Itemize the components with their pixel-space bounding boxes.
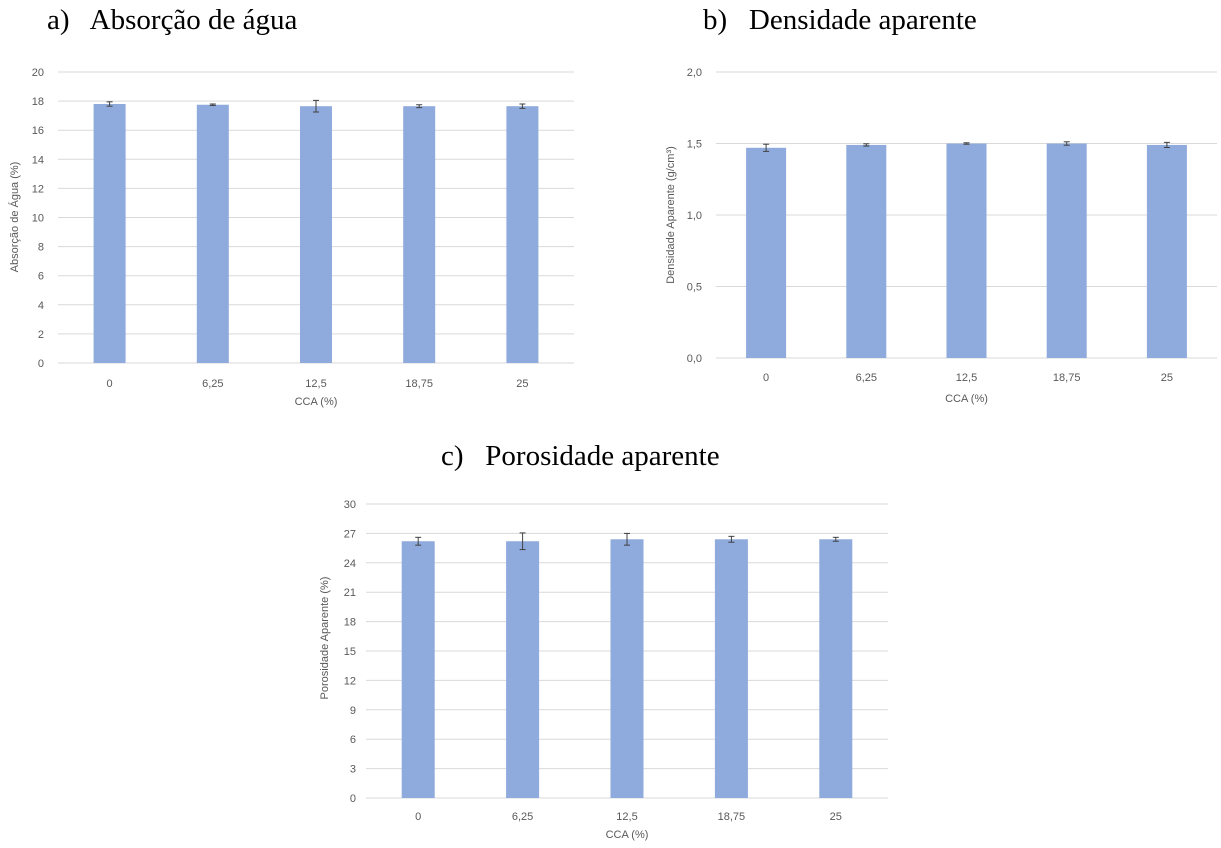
x-tick-label: 25 — [1161, 372, 1173, 384]
x-tick-label: 0 — [107, 378, 113, 390]
absorcao-chart: 0 2 4 6 8 10 12 14 16 18 20 0 6,25 12,5 18,75 25 CCA (%)… — [8, 67, 574, 408]
bar — [300, 106, 332, 363]
x-axis-label: CCA (%) — [606, 829, 649, 841]
y-axis-label: Porosidade Aparente (%) — [319, 577, 331, 700]
y-tick-label: 16 — [32, 125, 44, 137]
y-tick-label: 4 — [38, 300, 44, 312]
y-tick-label: 15 — [344, 646, 356, 658]
y-tick-label: 30 — [344, 499, 356, 511]
bar — [93, 104, 126, 363]
x-tick-label: 0 — [415, 811, 421, 823]
y-tick-label: 0 — [38, 358, 44, 370]
y-tick-label: 1,5 — [687, 139, 702, 151]
y-tick-label: 27 — [344, 528, 356, 540]
x-tick-label: 12,5 — [616, 811, 637, 823]
y-tick-label: 3 — [350, 764, 356, 776]
x-tick-label: 25 — [516, 378, 528, 390]
bar — [714, 539, 748, 798]
porosidade-chart: 0 3 6 9 12 15 18 21 24 27 30 0 6,25 12,5 18,75 25 CCA (%… — [319, 499, 888, 841]
y-tick-label: 24 — [344, 558, 356, 570]
x-axis-label: CCA (%) — [945, 393, 988, 405]
bar — [946, 143, 987, 358]
bar — [819, 539, 853, 798]
bar — [1146, 144, 1187, 358]
y-tick-label: 0 — [350, 793, 356, 805]
bar — [401, 541, 435, 798]
y-tick-label: 0,5 — [687, 282, 702, 294]
panel-b-title: b) Densidade aparente — [703, 4, 977, 36]
x-tick-label: 25 — [830, 811, 842, 823]
y-tick-label: 10 — [32, 213, 44, 225]
y-tick-label: 21 — [344, 587, 356, 599]
bar — [506, 541, 540, 798]
bar — [506, 106, 539, 363]
densidade-chart: 0,0 0,5 1,0 1,5 2,0 0 6,25 12,5 18,75 25 CCA (%) De… — [665, 67, 1217, 405]
bar — [403, 106, 436, 363]
bar — [610, 539, 644, 798]
y-tick-label: 12 — [32, 183, 44, 195]
panel-a-title: a) Absorção de água — [47, 4, 298, 36]
x-tick-label: 0 — [763, 372, 769, 384]
y-axis-label: Densidade Aparente (g/cm³) — [665, 146, 677, 284]
x-tick-label: 6,25 — [512, 811, 533, 823]
y-tick-label: 8 — [38, 242, 44, 254]
y-tick-label: 0,0 — [687, 353, 702, 365]
x-tick-label: 6,25 — [856, 372, 877, 384]
y-tick-label: 18 — [32, 96, 44, 108]
panel-c-title: c) Porosidade aparente — [441, 440, 720, 472]
y-tick-label: 14 — [32, 154, 44, 166]
y-tick-label: 20 — [32, 67, 44, 79]
bar — [746, 147, 787, 358]
y-tick-label: 9 — [350, 705, 356, 717]
x-axis-label: CCA (%) — [295, 396, 338, 408]
bar — [846, 144, 887, 358]
y-tick-label: 1,0 — [687, 210, 702, 222]
y-tick-label: 6 — [38, 271, 44, 283]
y-tick-label: 2 — [38, 329, 44, 341]
x-tick-label: 18,75 — [718, 811, 746, 823]
x-tick-label: 6,25 — [202, 378, 223, 390]
x-tick-label: 18,75 — [405, 378, 433, 390]
x-tick-label: 12,5 — [956, 372, 977, 384]
x-tick-label: 18,75 — [1053, 372, 1081, 384]
y-tick-label: 18 — [344, 617, 356, 629]
bar — [196, 104, 229, 364]
y-axis-label: Absorção de Água (%) — [8, 162, 21, 273]
bar — [1046, 143, 1087, 358]
x-tick-label: 12,5 — [305, 378, 326, 390]
y-tick-label: 2,0 — [687, 67, 702, 79]
y-tick-label: 6 — [350, 734, 356, 746]
y-tick-label: 12 — [344, 675, 356, 687]
